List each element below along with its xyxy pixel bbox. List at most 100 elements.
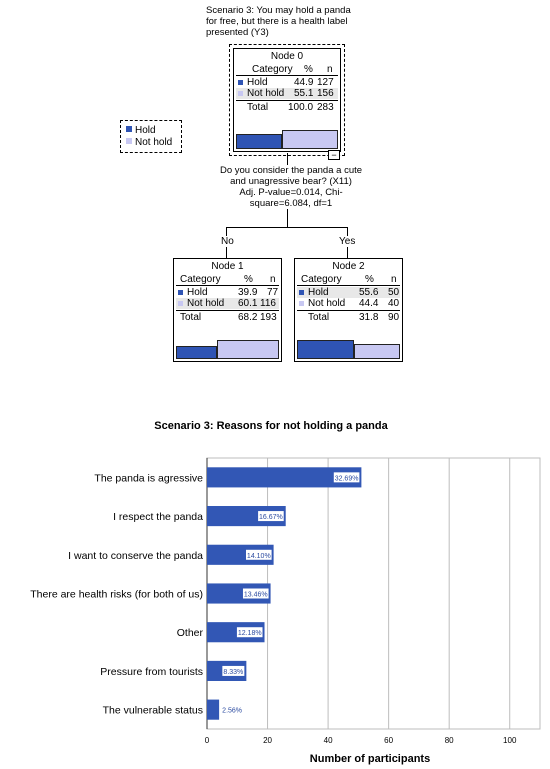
node-row-hold: Hold 55.6 50 — [297, 287, 400, 298]
collapse-icon: − — [331, 150, 337, 160]
row-pct: 60.1 — [238, 298, 258, 309]
scenario-line-3: presented (Y3) — [206, 27, 269, 38]
node-row-hold: Hold 44.9 127 — [236, 77, 338, 88]
total-rule — [236, 100, 338, 101]
scenario-line-1: Scenario 3: You may hold a panda — [206, 5, 351, 16]
total-pct: 31.8 — [359, 312, 379, 323]
bar — [207, 699, 220, 720]
connector-split-stem — [287, 209, 288, 227]
legend-item-hold: Hold — [126, 125, 156, 136]
category-label: Other — [177, 627, 204, 639]
bar — [207, 467, 362, 488]
bar — [207, 506, 286, 527]
bar — [207, 544, 274, 565]
header-category: Category — [180, 274, 221, 285]
header-category: Category — [301, 274, 342, 285]
data-label: 8.33% — [223, 669, 243, 676]
tree-legend: Hold Not hold — [120, 120, 182, 153]
node-hold-bar — [297, 340, 354, 359]
x-tick-label: 20 — [263, 736, 272, 745]
data-label-bg — [236, 627, 263, 638]
data-label-bg — [221, 704, 244, 715]
header-rule — [297, 285, 400, 286]
data-label-bg — [242, 588, 269, 599]
header-n: n — [327, 64, 333, 75]
x-axis-title: Number of participants — [310, 753, 430, 765]
node-2[interactable]: Node 2 Category % n Hold 55.6 50 Not hol… — [294, 258, 403, 362]
header-n: n — [391, 274, 397, 285]
node-not-hold-bar — [354, 344, 400, 359]
category-label: The vulnerable status — [103, 705, 203, 717]
data-label: 16.67% — [259, 514, 283, 521]
node-0-selection-frame — [229, 44, 345, 156]
split-description: Do you consider the panda a cute and una… — [208, 165, 374, 209]
row-label: Hold — [247, 77, 268, 88]
scenario-line-2: for free, but there is a health label — [206, 16, 348, 27]
header-pct: % — [304, 64, 313, 75]
node-header-row: Category % n — [297, 274, 400, 285]
header-pct: % — [244, 274, 253, 285]
row-n: 77 — [267, 287, 279, 298]
row-pct: 55.6 — [359, 287, 379, 298]
data-label-bg — [258, 511, 284, 522]
x-tick-label: 60 — [384, 736, 393, 745]
node-0[interactable]: Node 0 Category % n Hold 44.9 127 Not ho… — [233, 48, 341, 152]
row-label: Hold — [308, 287, 329, 298]
legend-item-not-hold: Not hold — [126, 137, 172, 148]
row-label: Hold — [187, 287, 208, 298]
node-title: Node 1 — [211, 261, 244, 272]
node-row-not-hold: Not hold 55.1 156 — [236, 88, 338, 99]
split-line-1: Do you consider the panda a cute — [219, 165, 363, 176]
x-tick-label: 80 — [445, 736, 454, 745]
data-label: 32.69% — [335, 475, 359, 482]
total-label: Total — [180, 312, 202, 323]
node-row-total: Total 68.2 193 — [176, 312, 279, 323]
label-layer: 0 20 40 60 80 100 The panda is agressive 32.69%… — [30, 472, 517, 745]
total-n: 283 — [317, 102, 334, 113]
node-1[interactable]: Node 1 Category % n Hold 39.9 77 Not hol… — [173, 258, 282, 362]
node-title: Node 0 — [270, 51, 304, 62]
category-label: I respect the panda — [113, 511, 203, 523]
scenario-label: Scenario 3: You may hold a panda for fre… — [206, 5, 366, 38]
hold-square-icon — [238, 80, 243, 85]
split-line-2: and unagressive bear? (X11) — [230, 176, 352, 187]
total-pct: 100.0 — [288, 102, 314, 113]
legend-label-hold: Hold — [135, 125, 156, 136]
split-line-4: square=6.084, df=1 — [249, 198, 333, 209]
node-row-total: Total 31.8 90 — [297, 312, 400, 323]
not-hold-square-icon — [178, 301, 183, 306]
data-label: 2.56% — [222, 708, 242, 715]
branch-label-yes: Yes — [337, 236, 358, 247]
bar-layer — [207, 467, 362, 720]
header-pct: % — [365, 274, 374, 285]
node-row-not-hold: Not hold 44.4 40 — [297, 298, 400, 309]
legend-label-not-hold: Not hold — [135, 137, 173, 148]
row-n: 50 — [388, 287, 400, 298]
node-header-row: Category % n — [176, 274, 279, 285]
split-line-3: Adj. P-value=0.014, Chi- — [239, 187, 343, 198]
collapse-node-button[interactable]: − — [328, 150, 340, 160]
bar — [207, 583, 271, 604]
hold-square-icon — [299, 290, 304, 295]
total-pct: 68.2 — [238, 312, 258, 323]
row-pct: 55.1 — [294, 88, 314, 99]
x-tick-label: 0 — [205, 736, 210, 745]
row-pct: 44.9 — [294, 77, 314, 88]
header-category: Category — [252, 64, 293, 75]
header-rule — [236, 75, 338, 76]
total-label: Total — [247, 102, 269, 113]
data-label: 13.46% — [244, 592, 268, 599]
header-n: n — [270, 274, 276, 285]
total-label: Total — [308, 312, 330, 323]
node-not-hold-bar — [217, 340, 279, 359]
row-label: Not hold — [308, 298, 346, 309]
legend-swatch-not-hold — [126, 138, 132, 144]
total-rule — [297, 310, 400, 311]
row-n: 156 — [317, 88, 334, 99]
row-n: 40 — [388, 298, 400, 309]
x-tick-label: 100 — [503, 736, 517, 745]
category-label: I want to conserve the panda — [68, 550, 203, 562]
node-hold-bar — [236, 134, 282, 149]
row-n: 127 — [317, 77, 334, 88]
node-row-total: Total 100.0 283 — [236, 102, 338, 113]
